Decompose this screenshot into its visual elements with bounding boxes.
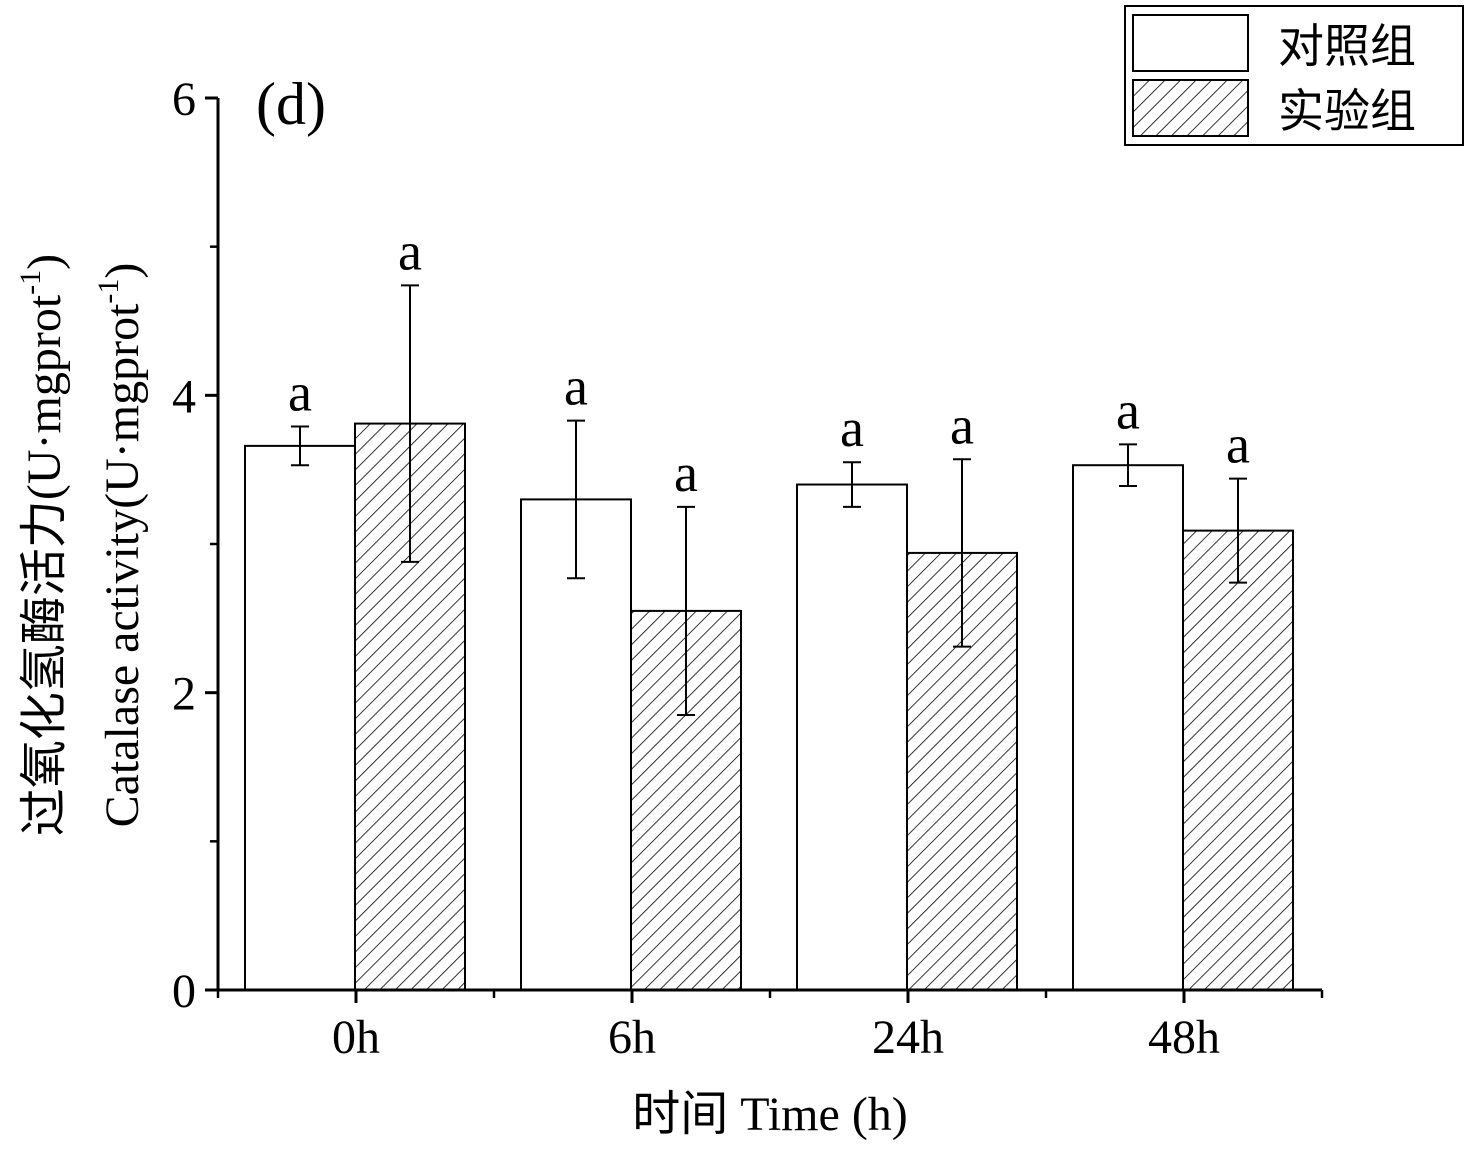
x-tick-label-6h: 6h [608,1011,656,1064]
sig-label-control-24h: a [840,398,864,458]
y-axis-title-en: Catalase activity(U·mgprot-1) [92,263,149,828]
legend-swatch-experiment [1132,79,1249,137]
x-tick-label-24h: 24h [872,1011,944,1064]
error-bar-control-24h [843,461,861,508]
y-tick-label-6: 6 [172,73,196,126]
bars-layer [244,422,1294,992]
sig-label-control-48h: a [1116,380,1140,440]
bar-control-0h [244,444,356,991]
sig-label-experiment-48h: a [1226,415,1250,475]
sig-label-experiment-0h: a [398,221,422,281]
sig-label-control-6h: a [564,357,588,417]
y-axis-title-en-sup: -1 [92,279,125,304]
error-bar-experiment-48h [1229,477,1247,584]
y-tick-label-4: 4 [172,370,196,423]
error-bars-layer [291,284,1247,716]
y-axis-title-cn-close: ) [18,254,71,270]
x-tick-label-0h: 0h [332,1011,380,1064]
y-axis-title-cn-sup: -1 [14,270,47,295]
error-bar-experiment-6h [677,505,695,716]
error-bar-experiment-0h [401,284,419,563]
y-tick-label-0: 0 [172,965,196,1018]
y-tick-label-2: 2 [172,668,196,721]
bar-control-24h [796,483,908,991]
y-axis-title-cn: 过氧化氢酶活力(U·mgprot-1) [14,254,71,836]
y-axis-title-en-main: Catalase activity(U·mgprot [96,303,149,827]
y-ticks-layer: 0 2 4 6 [172,73,218,1018]
error-bar-control-48h [1119,443,1137,488]
legend-label-experiment: 实验组 [1278,86,1416,137]
significance-labels-layer: a a a a a a a a [288,221,1250,503]
bar-control-48h [1072,464,1184,991]
bar-experiment-48h [1182,529,1294,991]
bar-control-6h [520,498,632,991]
error-bar-control-0h [291,425,309,467]
x-tick-label-48h: 48h [1148,1011,1220,1064]
y-axis-title-cn-main: 过氧化氢酶活力(U·mgprot [18,294,71,836]
panel-label: (d) [256,71,326,137]
sig-label-control-0h: a [288,363,312,423]
sig-label-experiment-24h: a [950,395,974,455]
x-axis-title: 时间 Time (h) [632,1088,908,1141]
x-ticks-layer: 0h 6h 24h 48h [216,990,1324,1064]
sig-label-experiment-6h: a [674,443,698,503]
error-bar-control-6h [567,419,585,580]
y-axis-title-en-close: ) [96,263,149,279]
legend-swatch-control [1132,14,1249,72]
legend: 对照组 实验组 [1124,5,1464,146]
error-bar-experiment-24h [953,458,971,648]
legend-label-control: 对照组 [1278,21,1416,72]
